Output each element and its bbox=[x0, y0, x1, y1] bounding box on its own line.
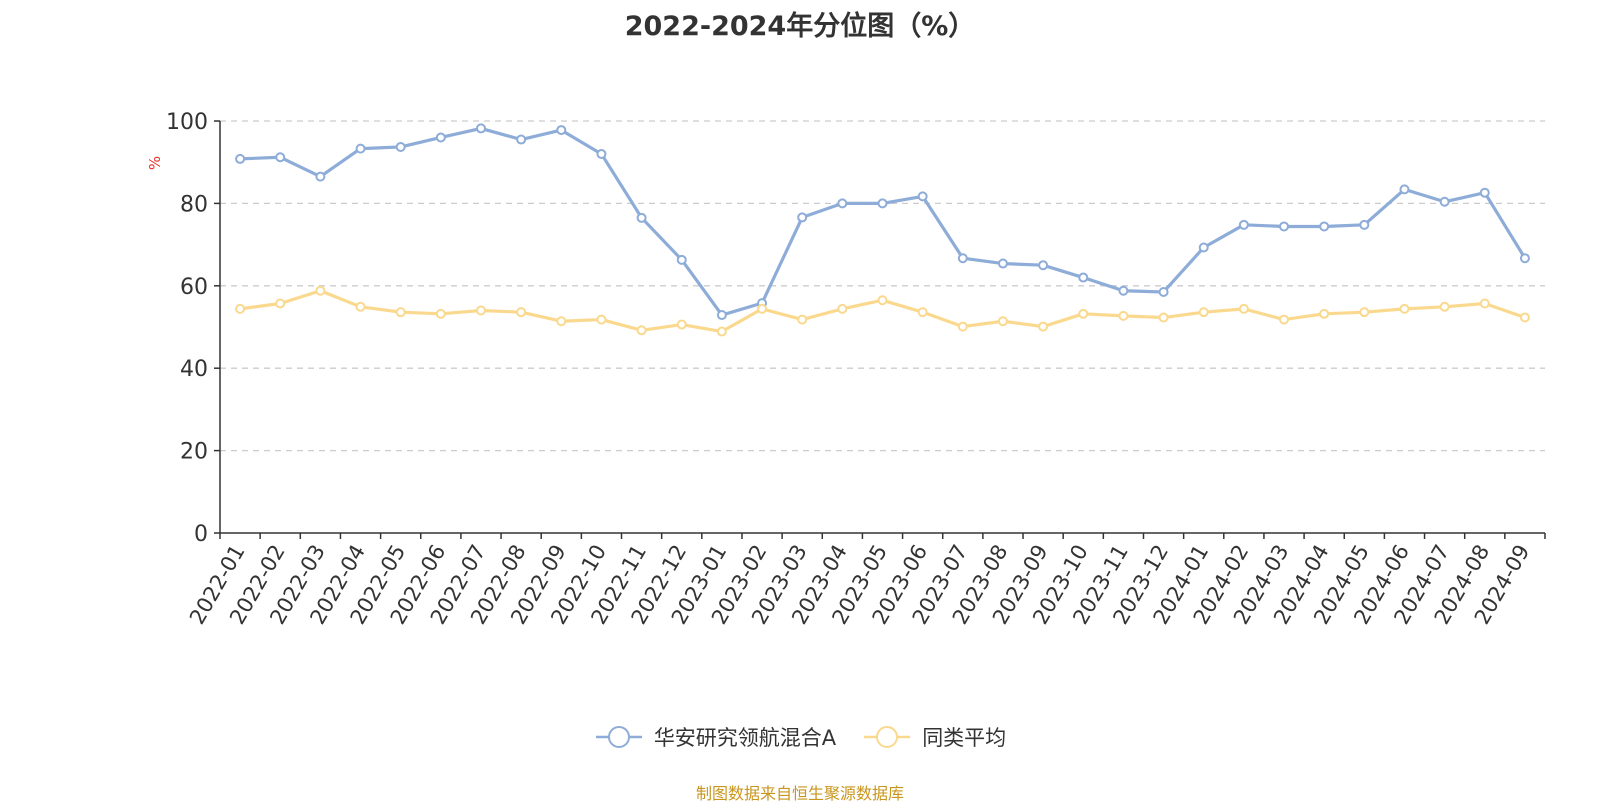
data-point[interactable] bbox=[1038, 321, 1049, 332]
data-point[interactable] bbox=[1198, 242, 1209, 253]
data-point[interactable] bbox=[957, 253, 968, 264]
data-point[interactable] bbox=[1279, 314, 1290, 325]
data-point[interactable] bbox=[1439, 196, 1450, 207]
y-tick-label: 80 bbox=[180, 192, 208, 217]
x-tick-labels: 2022-012022-022022-032022-042022-052022-… bbox=[185, 540, 1535, 628]
data-point[interactable] bbox=[917, 307, 928, 318]
data-point[interactable] bbox=[1158, 312, 1169, 323]
data-point[interactable] bbox=[957, 321, 968, 332]
series-1 bbox=[235, 285, 1530, 337]
data-point[interactable] bbox=[837, 198, 848, 209]
data-point[interactable] bbox=[636, 212, 647, 223]
data-point[interactable] bbox=[315, 285, 326, 296]
data-point[interactable] bbox=[235, 303, 246, 314]
series-lines bbox=[235, 123, 1530, 337]
data-point[interactable] bbox=[556, 316, 567, 327]
data-point[interactable] bbox=[596, 148, 607, 159]
chart-title: 2022-2024年分位图（%） bbox=[624, 11, 976, 42]
data-point[interactable] bbox=[235, 153, 246, 164]
data-point[interactable] bbox=[1279, 221, 1290, 232]
legend-item-1[interactable]: 同类平均 bbox=[862, 722, 1006, 752]
data-point[interactable] bbox=[1359, 219, 1370, 230]
data-point[interactable] bbox=[355, 143, 366, 154]
data-point[interactable] bbox=[275, 298, 286, 309]
data-point[interactable] bbox=[1238, 303, 1249, 314]
data-point[interactable] bbox=[997, 316, 1008, 327]
data-point[interactable] bbox=[636, 325, 647, 336]
legend-marker-icon bbox=[595, 726, 642, 748]
data-point[interactable] bbox=[1519, 253, 1530, 264]
data-point[interactable] bbox=[1158, 286, 1169, 297]
legend-label: 同类平均 bbox=[922, 726, 1007, 750]
data-point[interactable] bbox=[355, 301, 366, 312]
data-point[interactable] bbox=[1479, 187, 1490, 198]
series-0 bbox=[235, 123, 1530, 321]
data-point[interactable] bbox=[1198, 307, 1209, 318]
data-point[interactable] bbox=[1399, 184, 1410, 195]
legend-label: 华安研究领航混合A bbox=[653, 726, 837, 750]
y-tick-labels: 0 20 40 60 80 100 bbox=[166, 110, 208, 547]
data-point[interactable] bbox=[315, 171, 326, 182]
series-line bbox=[240, 126, 1527, 317]
data-point[interactable] bbox=[556, 125, 567, 136]
data-point[interactable] bbox=[1399, 303, 1410, 314]
data-point[interactable] bbox=[1519, 312, 1530, 323]
data-point[interactable] bbox=[435, 132, 446, 143]
data-point[interactable] bbox=[676, 319, 687, 330]
data-point[interactable] bbox=[516, 134, 527, 145]
data-point[interactable] bbox=[1118, 285, 1129, 296]
data-point[interactable] bbox=[877, 295, 888, 306]
data-point[interactable] bbox=[516, 307, 527, 318]
data-point[interactable] bbox=[716, 326, 727, 337]
y-tick-label: 20 bbox=[180, 440, 208, 465]
data-point[interactable] bbox=[1118, 310, 1129, 321]
data-point[interactable] bbox=[797, 314, 808, 325]
legend: 华安研究领航混合A 同类平均 bbox=[0, 722, 1600, 752]
data-point[interactable] bbox=[1078, 272, 1089, 283]
data-point[interactable] bbox=[475, 123, 486, 134]
data-point[interactable] bbox=[757, 303, 768, 314]
y-tick-label: 100 bbox=[166, 110, 208, 135]
data-point[interactable] bbox=[275, 152, 286, 163]
data-point[interactable] bbox=[596, 314, 607, 325]
data-source-note: 制图数据来自恒生聚源数据库 bbox=[695, 784, 904, 803]
data-point[interactable] bbox=[1359, 307, 1370, 318]
legend-item-0[interactable]: 华安研究领航混合A bbox=[594, 722, 836, 752]
data-point[interactable] bbox=[475, 305, 486, 316]
data-point[interactable] bbox=[877, 198, 888, 209]
y-tick-label: 60 bbox=[180, 275, 208, 300]
data-point[interactable] bbox=[395, 141, 406, 152]
grid-lines bbox=[220, 120, 1545, 452]
y-tick-label: 0 bbox=[194, 522, 208, 547]
data-point[interactable] bbox=[1038, 260, 1049, 271]
data-point[interactable] bbox=[435, 308, 446, 319]
line-chart: 0 20 40 60 80 100 2022-012022-022022-032022-0… bbox=[146, 110, 1546, 628]
data-point[interactable] bbox=[1479, 298, 1490, 309]
data-point[interactable] bbox=[1319, 308, 1330, 319]
data-point[interactable] bbox=[917, 191, 928, 202]
y-axis-label: % bbox=[146, 156, 164, 170]
data-point[interactable] bbox=[837, 303, 848, 314]
data-point[interactable] bbox=[716, 310, 727, 321]
data-point[interactable] bbox=[1078, 308, 1089, 319]
legend-marker-icon bbox=[864, 726, 911, 748]
data-point[interactable] bbox=[676, 254, 687, 265]
axes bbox=[214, 120, 1546, 539]
y-tick-label: 40 bbox=[180, 357, 208, 382]
data-point[interactable] bbox=[1319, 221, 1330, 232]
data-point[interactable] bbox=[1238, 219, 1249, 230]
data-point[interactable] bbox=[797, 212, 808, 223]
data-point[interactable] bbox=[997, 258, 1008, 269]
data-point[interactable] bbox=[1439, 301, 1450, 312]
data-point[interactable] bbox=[395, 307, 406, 318]
